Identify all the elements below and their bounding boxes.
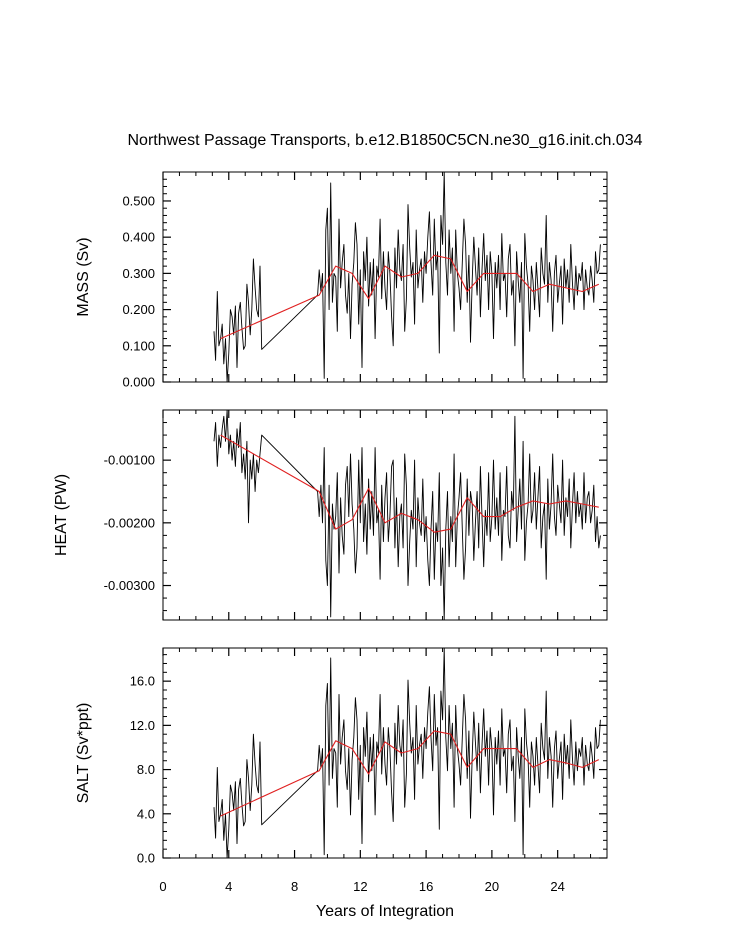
series-line-monthly: [213, 648, 601, 858]
series-line-annual-mean: [220, 730, 600, 817]
y-tick-label: -0.00200: [104, 515, 155, 530]
x-tick-label: 16: [419, 879, 433, 894]
x-tick-label: 24: [550, 879, 564, 894]
panels-group: 0.000 0.100 0.200 0.300 0.400 0.500 MASS (Sv) -…: [53, 171, 608, 894]
y-tick-label: 12.0: [130, 718, 155, 733]
y-tick-label: 0.000: [122, 375, 155, 390]
y-tick-label: 8.0: [137, 762, 155, 777]
x-tick-label: 0: [159, 879, 166, 894]
chart-title: Northwest Passage Transports, b.e12.B185…: [128, 132, 643, 149]
series-line-monthly: [213, 410, 601, 620]
series-line-annual-mean: [220, 434, 599, 533]
y-axis-title: HEAT (PW): [53, 474, 70, 556]
x-tick-label: 12: [353, 879, 367, 894]
y-tick-label: -0.00300: [104, 578, 155, 593]
x-axis-title: Years of Integration: [316, 903, 454, 920]
y-axis-title: SALT (Sv*ppt): [75, 703, 92, 804]
y-tick-label: 0.300: [122, 266, 155, 281]
y-tick-label: 0.200: [122, 302, 155, 317]
x-tick-label: 20: [485, 879, 499, 894]
y-tick-label: 0.400: [122, 230, 155, 245]
y-axis-title: MASS (Sv): [75, 237, 92, 316]
series-line-monthly: [213, 172, 601, 382]
panel-frame: [162, 647, 608, 859]
x-tick-label: 4: [225, 879, 232, 894]
panel-frame: [162, 171, 608, 383]
y-tick-label: 0.100: [122, 338, 155, 353]
y-tick-label: 16.0: [130, 674, 155, 689]
x-tick-label: 8: [291, 879, 298, 894]
y-tick-label: 4.0: [137, 806, 155, 821]
y-tick-label: -0.00100: [104, 453, 155, 468]
panel-heat: -0.00300 -0.00200 -0.00100 HEAT (PW): [53, 409, 608, 621]
series-line-annual-mean: [220, 254, 600, 340]
y-tick-label: 0.0: [137, 851, 155, 866]
panel-frame: [162, 409, 608, 621]
y-tick-label: 0.500: [122, 193, 155, 208]
panel-mass: 0.000 0.100 0.200 0.300 0.400 0.500 MASS (Sv): [75, 171, 608, 390]
panel-salt: 0.0 4.0 8.0 12.0 16.0 SALT (Sv*ppt): [75, 647, 608, 866]
